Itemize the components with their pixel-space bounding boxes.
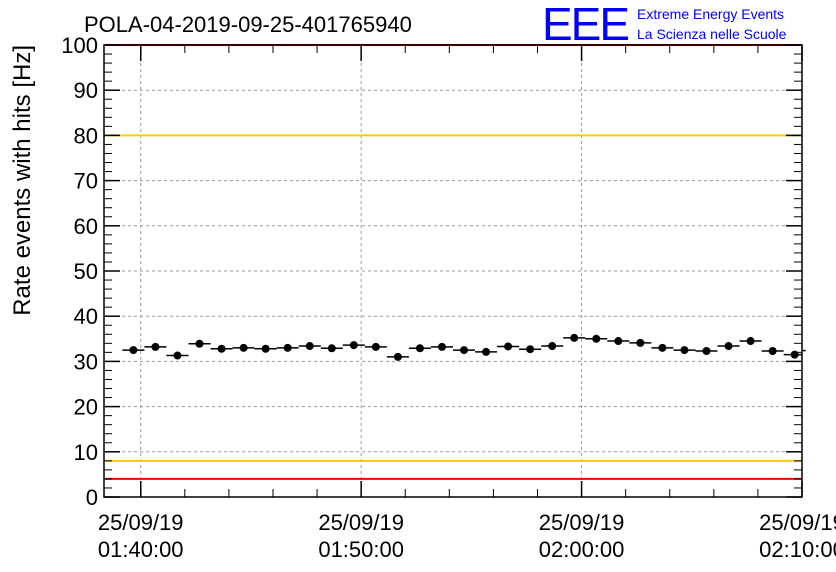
data-point	[239, 343, 248, 352]
data-point	[482, 347, 491, 356]
chart-title: POLA-04-2019-09-25-401765940	[84, 12, 412, 37]
y-tick-label: 60	[74, 214, 98, 239]
data-point	[393, 352, 402, 361]
data-point	[327, 344, 336, 353]
data-point	[680, 346, 689, 355]
x-tick-label-date: 25/09/19	[318, 510, 404, 535]
y-tick-label: 30	[74, 349, 98, 374]
data-point	[526, 345, 535, 354]
data-point	[261, 344, 270, 353]
data-point	[658, 343, 667, 352]
y-axis-ticks: 0 10 20 30 40 50 60 70 80 90 100	[61, 33, 802, 510]
eee-logo-line2: La Scienza nelle Scuole	[637, 26, 787, 42]
data-point	[548, 342, 557, 351]
y-tick-label: 80	[74, 123, 98, 148]
data-point	[790, 350, 799, 359]
data-point	[415, 344, 424, 353]
y-tick-label: 40	[74, 304, 98, 329]
x-tick-label-date: 25/09/19	[759, 510, 836, 535]
data-point	[173, 351, 182, 360]
x-tick-label-time: 02:10:00	[759, 537, 836, 562]
data-point	[283, 343, 292, 352]
y-axis-label: Rate events with hits [Hz]	[9, 45, 36, 316]
data-point	[437, 342, 446, 351]
y-tick-label: 10	[74, 440, 98, 465]
data-point	[724, 342, 733, 351]
data-point	[504, 342, 513, 351]
data-point	[129, 346, 138, 355]
y-tick-label: 20	[74, 395, 98, 420]
x-axis-ticks: 25/09/1901:40:0025/09/1901:50:0025/09/19…	[98, 45, 836, 562]
data-points	[122, 333, 806, 361]
x-tick-label-date: 25/09/19	[98, 510, 184, 535]
data-point	[460, 346, 469, 355]
y-tick-label: 100	[61, 33, 98, 58]
x-tick-label-time: 01:40:00	[98, 537, 184, 562]
eee-logo: EEE Extreme Energy Events La Scienza nel…	[542, 0, 787, 50]
x-tick-label-date: 25/09/19	[539, 510, 625, 535]
eee-logo-letters: EEE	[542, 0, 628, 50]
y-tick-label: 0	[86, 485, 98, 510]
data-point	[702, 347, 711, 356]
data-point	[614, 337, 623, 346]
data-point	[636, 338, 645, 347]
data-point	[371, 342, 380, 351]
data-point	[305, 342, 314, 351]
data-point	[570, 333, 579, 342]
y-tick-label: 50	[74, 259, 98, 284]
data-point	[746, 337, 755, 346]
data-point	[349, 341, 358, 350]
y-tick-label: 90	[74, 78, 98, 103]
x-tick-label-time: 02:00:00	[539, 537, 625, 562]
eee-logo-line1: Extreme Energy Events	[637, 6, 784, 22]
data-point	[151, 342, 160, 351]
data-point	[768, 347, 777, 356]
x-tick-label-time: 01:50:00	[318, 537, 404, 562]
y-tick-label: 70	[74, 169, 98, 194]
data-point	[592, 334, 601, 343]
data-point	[217, 344, 226, 353]
data-point	[195, 339, 204, 348]
